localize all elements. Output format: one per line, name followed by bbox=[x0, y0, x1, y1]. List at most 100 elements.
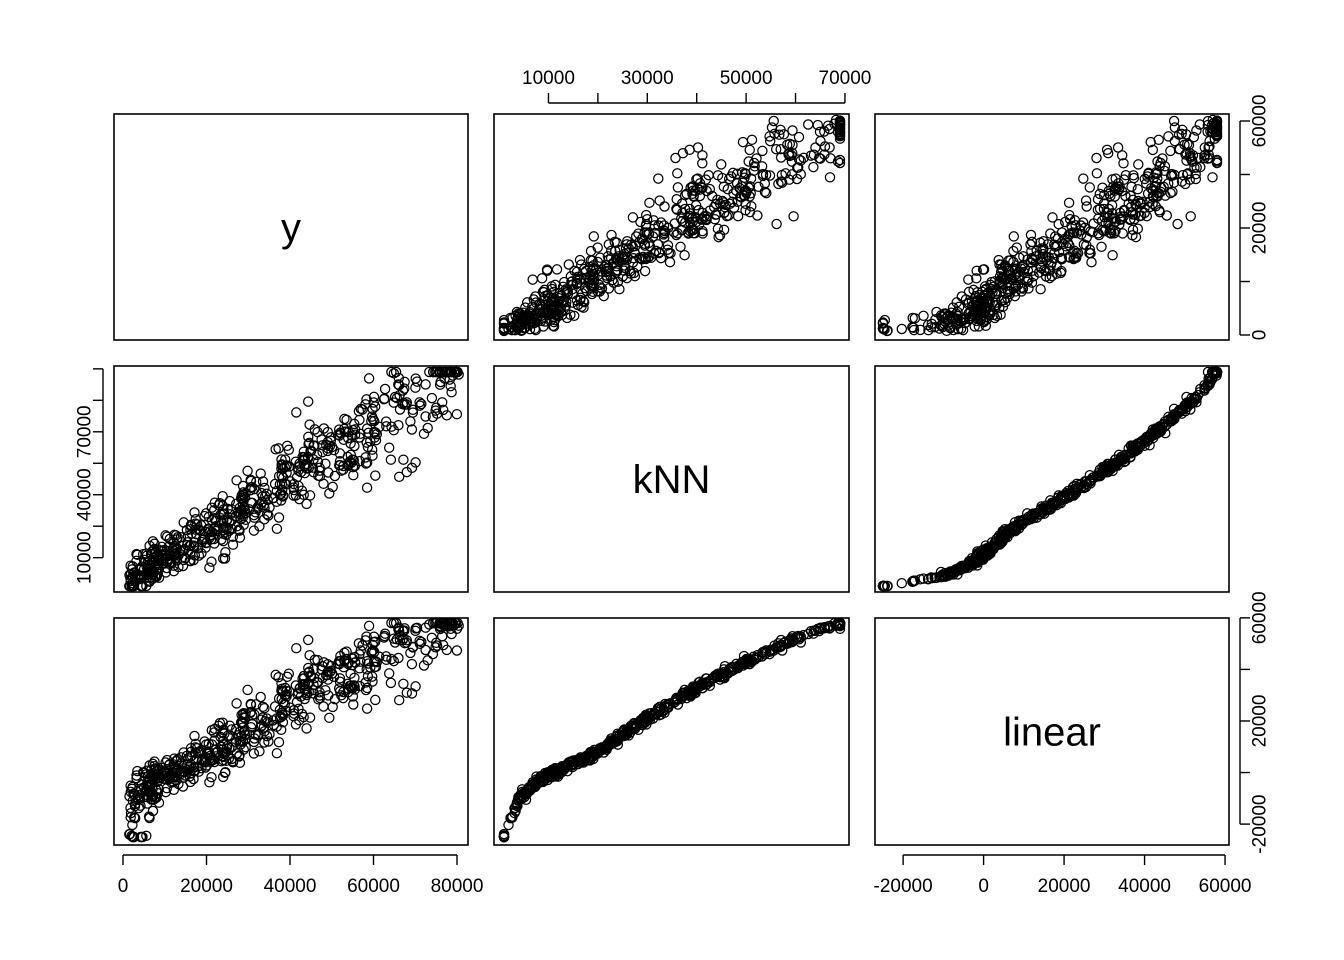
point-y-vs-linear bbox=[1109, 228, 1120, 239]
point-linear-vs-y bbox=[368, 656, 380, 668]
point-y-vs-kNN bbox=[586, 265, 597, 277]
point-y-vs-linear bbox=[937, 311, 948, 322]
point-y-vs-kNN bbox=[644, 197, 655, 209]
point-y-vs-linear bbox=[1056, 253, 1067, 264]
point-y-vs-linear bbox=[877, 317, 889, 329]
point-y-vs-linear bbox=[966, 301, 978, 312]
point-linear-vs-y bbox=[203, 746, 214, 757]
point-kNN-vs-y bbox=[190, 518, 201, 529]
point-linear-vs-y bbox=[271, 747, 283, 759]
panel-linear-vs-kNN bbox=[493, 617, 850, 846]
point-linear-vs-y bbox=[142, 780, 154, 791]
point-y-vs-kNN bbox=[539, 306, 551, 318]
point-kNN-vs-linear bbox=[1180, 405, 1191, 417]
point-y-vs-kNN bbox=[589, 271, 600, 282]
point-kNN-vs-y bbox=[242, 465, 253, 477]
point-kNN-vs-y bbox=[294, 493, 305, 505]
point-y-vs-linear bbox=[1023, 274, 1034, 286]
point-kNN-vs-linear bbox=[923, 573, 934, 585]
point-kNN-vs-linear bbox=[1155, 426, 1167, 437]
point-kNN-vs-y bbox=[324, 488, 335, 499]
point-kNN-vs-linear bbox=[1118, 453, 1129, 464]
point-kNN-vs-linear bbox=[1128, 441, 1140, 453]
point-linear-vs-y bbox=[379, 628, 391, 639]
point-linear-vs-y bbox=[183, 764, 195, 775]
point-y-vs-linear bbox=[956, 291, 968, 302]
point-y-vs-linear bbox=[1094, 203, 1106, 215]
point-linear-vs-y bbox=[245, 707, 256, 719]
point-y-vs-kNN bbox=[643, 228, 655, 239]
point-y-vs-linear bbox=[1039, 264, 1050, 276]
panel-y-vs-y bbox=[113, 113, 469, 341]
point-y-vs-linear bbox=[1087, 227, 1098, 238]
point-y-vs-linear bbox=[1078, 173, 1089, 184]
point-kNN-vs-linear bbox=[1139, 437, 1151, 448]
point-y-vs-linear bbox=[1069, 245, 1080, 257]
point-y-vs-kNN bbox=[608, 257, 620, 268]
point-kNN-vs-y bbox=[427, 411, 439, 423]
point-kNN-vs-y bbox=[369, 401, 381, 412]
point-y-vs-linear bbox=[1147, 198, 1158, 210]
point-y-vs-kNN bbox=[671, 229, 682, 241]
point-linear-vs-y bbox=[383, 668, 395, 679]
point-linear-vs-kNN bbox=[677, 691, 688, 702]
point-linear-vs-y bbox=[453, 620, 464, 631]
point-kNN-vs-y bbox=[298, 446, 310, 457]
point-kNN-vs-linear bbox=[1206, 373, 1218, 384]
point-kNN-vs-linear bbox=[1102, 466, 1114, 478]
point-y-vs-kNN bbox=[697, 158, 708, 169]
point-kNN-vs-y bbox=[451, 408, 463, 420]
point-linear-vs-y bbox=[255, 691, 266, 703]
point-linear-vs-y bbox=[277, 697, 289, 708]
point-kNN-vs-y bbox=[285, 476, 296, 487]
point-linear-vs-y bbox=[234, 757, 246, 769]
point-y-vs-linear bbox=[1112, 181, 1123, 192]
point-y-vs-kNN bbox=[567, 279, 579, 290]
point-y-vs-kNN bbox=[560, 284, 572, 295]
point-kNN-vs-y bbox=[394, 404, 406, 415]
point-y-vs-linear bbox=[1097, 182, 1108, 193]
panel-y-vs-linear bbox=[874, 113, 1230, 341]
point-y-vs-kNN bbox=[655, 217, 667, 228]
point-linear-vs-y bbox=[277, 717, 289, 728]
point-y-vs-kNN bbox=[563, 259, 575, 270]
point-linear-vs-y bbox=[210, 751, 221, 762]
point-linear-vs-y bbox=[164, 773, 175, 785]
point-y-vs-kNN bbox=[744, 144, 755, 156]
point-linear-vs-y bbox=[275, 711, 287, 723]
point-y-vs-linear bbox=[1044, 272, 1055, 284]
point-linear-vs-y bbox=[238, 727, 250, 738]
point-linear-vs-y bbox=[427, 648, 439, 660]
point-y-vs-linear bbox=[971, 273, 982, 284]
point-y-vs-linear bbox=[1195, 161, 1206, 173]
point-linear-vs-y bbox=[133, 802, 144, 814]
point-kNN-vs-linear bbox=[907, 576, 918, 588]
point-linear-vs-y bbox=[368, 631, 380, 642]
point-linear-vs-y bbox=[441, 644, 453, 656]
point-y-vs-kNN bbox=[802, 119, 814, 130]
point-kNN-vs-y bbox=[383, 442, 395, 453]
point-y-vs-kNN bbox=[721, 210, 733, 222]
point-y-vs-linear bbox=[950, 308, 962, 319]
point-y-vs-kNN bbox=[808, 161, 819, 173]
point-y-vs-kNN bbox=[618, 251, 630, 263]
point-linear-vs-kNN bbox=[606, 733, 617, 744]
point-linear-vs-y bbox=[276, 686, 288, 697]
point-linear-vs-y bbox=[144, 812, 155, 824]
point-kNN-vs-y bbox=[420, 411, 431, 422]
point-y-vs-linear bbox=[1118, 211, 1129, 222]
point-y-vs-kNN bbox=[584, 270, 596, 281]
point-y-vs-linear bbox=[1209, 133, 1221, 144]
point-kNN-vs-y bbox=[334, 448, 346, 459]
point-linear-vs-y bbox=[142, 798, 153, 809]
point-y-vs-linear bbox=[984, 309, 995, 321]
point-kNN-vs-linear bbox=[908, 575, 919, 586]
point-y-vs-kNN bbox=[588, 260, 599, 271]
point-y-vs-linear bbox=[1070, 220, 1081, 231]
point-linear-vs-y bbox=[312, 677, 324, 688]
panel-kNN-vs-linear bbox=[874, 365, 1230, 593]
point-linear-vs-y bbox=[219, 728, 230, 739]
point-y-vs-kNN bbox=[625, 239, 637, 250]
point-linear-vs-y bbox=[361, 664, 372, 675]
point-linear-vs-y bbox=[302, 634, 314, 646]
